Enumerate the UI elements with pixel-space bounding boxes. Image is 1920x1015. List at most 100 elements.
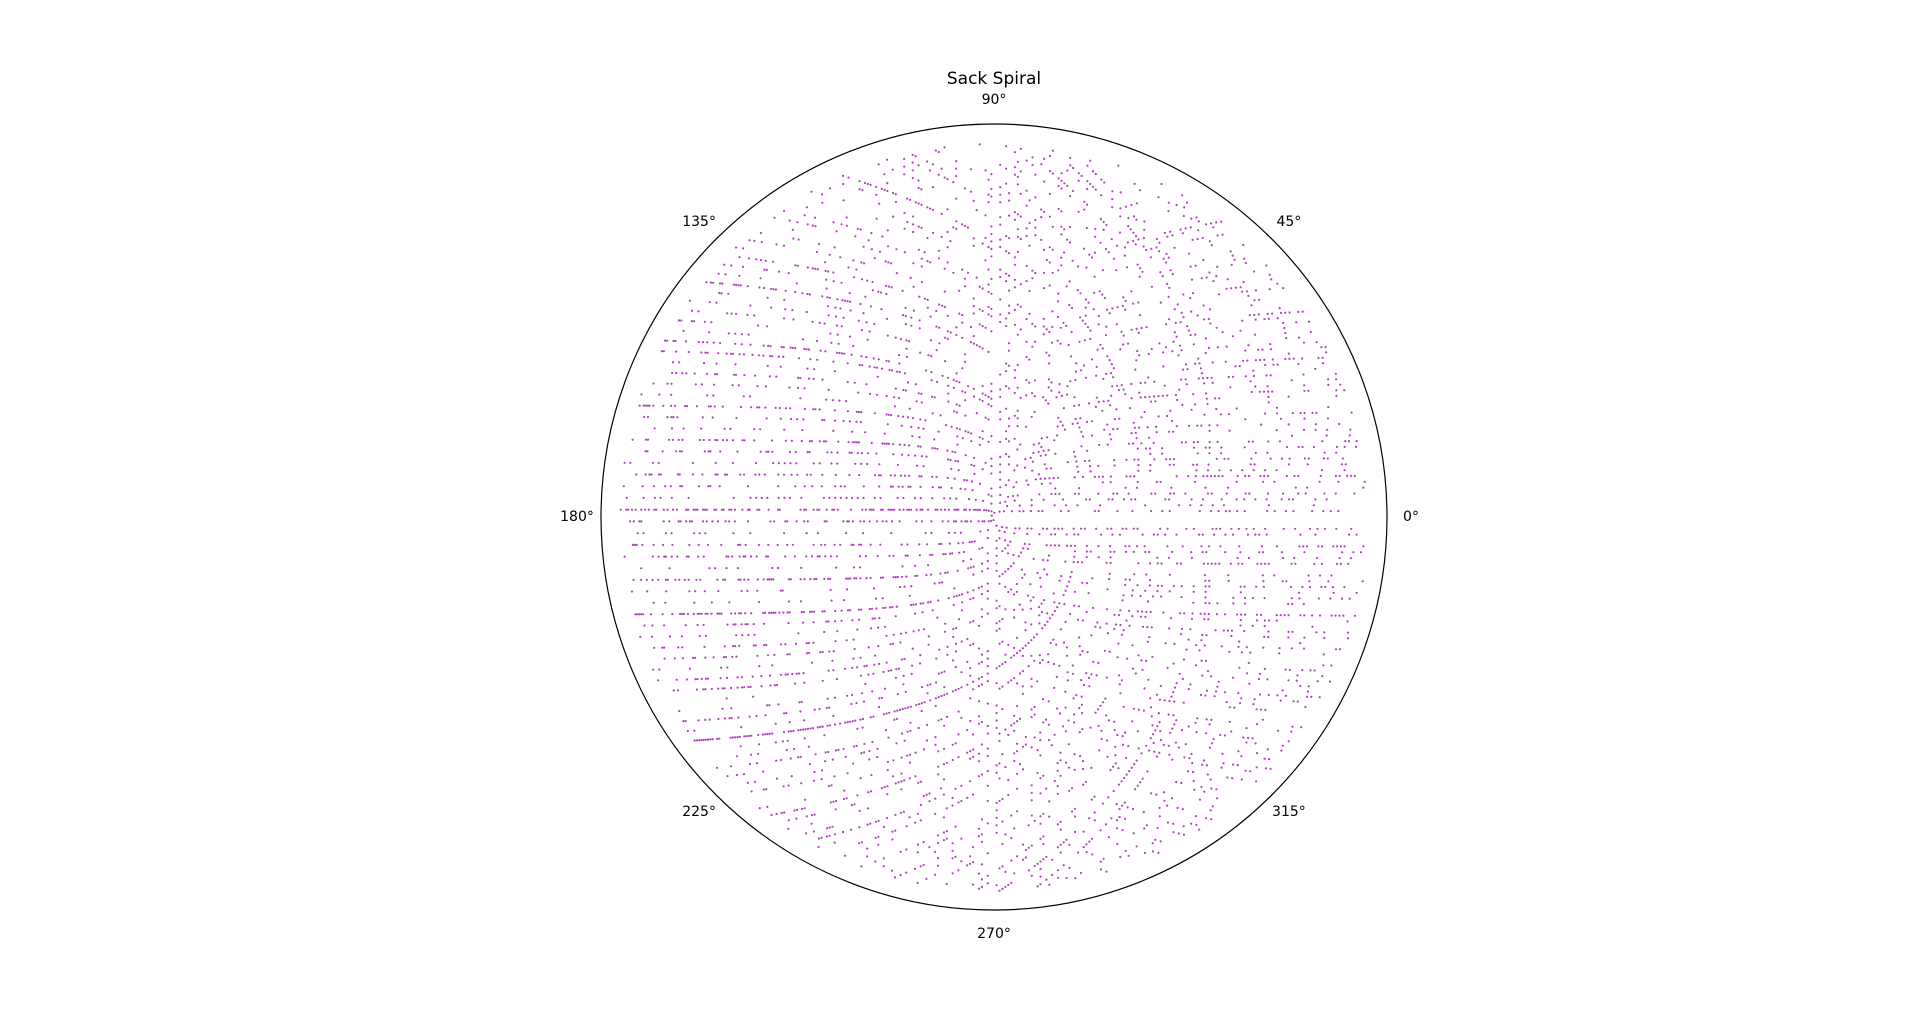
data-point — [1061, 424, 1064, 427]
data-point — [1187, 688, 1190, 691]
data-point — [1042, 858, 1045, 861]
data-point — [1208, 746, 1212, 749]
data-point — [903, 227, 906, 230]
data-point — [660, 350, 663, 353]
data-point — [666, 339, 669, 342]
data-point — [931, 497, 934, 500]
data-point — [1205, 817, 1208, 820]
data-point — [786, 673, 789, 676]
data-point — [767, 450, 770, 453]
data-point — [682, 612, 686, 616]
data-point — [1169, 731, 1172, 734]
data-point — [1330, 574, 1333, 577]
data-point — [951, 690, 955, 693]
data-point — [936, 857, 940, 860]
data-point — [769, 674, 772, 677]
data-point — [735, 655, 738, 658]
data-point — [919, 803, 923, 807]
data-point — [995, 622, 998, 625]
data-point — [928, 846, 931, 849]
data-point — [783, 317, 786, 320]
data-point — [1093, 275, 1096, 278]
data-point — [1072, 697, 1075, 700]
data-point — [1267, 630, 1270, 633]
data-point — [911, 153, 914, 156]
data-point — [1134, 431, 1137, 434]
data-point — [777, 270, 781, 273]
data-point — [1032, 596, 1035, 599]
data-point — [1243, 446, 1246, 449]
data-point — [738, 612, 741, 615]
data-point — [1059, 420, 1062, 423]
data-point — [1230, 629, 1234, 632]
data-point — [998, 605, 1001, 608]
data-point — [895, 668, 898, 671]
data-point — [1223, 734, 1226, 737]
data-point — [860, 462, 863, 465]
data-point — [1008, 199, 1011, 202]
data-point — [782, 244, 786, 247]
data-point — [1096, 621, 1099, 624]
data-point — [708, 301, 711, 304]
data-point — [1176, 303, 1179, 306]
data-point — [1084, 306, 1087, 309]
data-point — [1094, 711, 1097, 714]
data-point — [859, 577, 862, 580]
data-point — [845, 400, 848, 403]
data-point — [1201, 633, 1204, 637]
data-point — [826, 296, 829, 299]
data-point — [1099, 626, 1102, 629]
data-point — [666, 416, 669, 419]
data-point — [1072, 527, 1075, 530]
data-point — [956, 427, 959, 430]
data-point — [735, 634, 738, 637]
data-point — [1324, 585, 1327, 589]
data-point — [957, 756, 960, 759]
data-point — [702, 555, 705, 558]
data-point — [1109, 404, 1112, 407]
data-point — [1124, 299, 1127, 303]
theta-tick-label: 180° — [560, 509, 594, 525]
data-point — [1171, 550, 1174, 554]
data-point — [1112, 257, 1115, 260]
data-point — [912, 630, 915, 633]
data-point — [1253, 313, 1256, 316]
data-point — [908, 407, 911, 410]
data-point — [1104, 697, 1107, 700]
data-point — [943, 630, 947, 633]
data-point — [790, 775, 793, 778]
data-point — [644, 450, 647, 453]
data-point — [1145, 744, 1148, 747]
data-point — [843, 789, 846, 792]
data-point — [884, 625, 887, 628]
data-point — [1016, 250, 1020, 253]
data-point — [869, 822, 872, 825]
data-point — [977, 760, 981, 763]
data-point — [799, 508, 802, 511]
data-point — [1288, 357, 1291, 360]
data-point — [740, 623, 743, 626]
data-point — [1013, 872, 1016, 875]
data-point — [1197, 357, 1200, 360]
data-point — [653, 427, 656, 430]
data-point — [915, 400, 918, 403]
data-point — [727, 332, 730, 335]
data-point — [1116, 306, 1119, 309]
data-point — [972, 748, 975, 751]
data-point — [935, 325, 938, 328]
data-point — [1048, 883, 1051, 887]
data-point — [1240, 697, 1243, 700]
data-point — [704, 677, 708, 680]
data-point — [1168, 430, 1171, 433]
data-point — [1005, 250, 1008, 253]
data-point — [661, 646, 664, 649]
data-point — [961, 541, 965, 544]
data-point — [717, 590, 720, 593]
data-point — [723, 263, 726, 266]
data-point — [1059, 751, 1062, 754]
data-point — [704, 688, 707, 691]
data-point — [1291, 498, 1294, 501]
data-point — [718, 291, 721, 295]
data-point — [1211, 504, 1214, 507]
data-point — [1209, 322, 1212, 325]
